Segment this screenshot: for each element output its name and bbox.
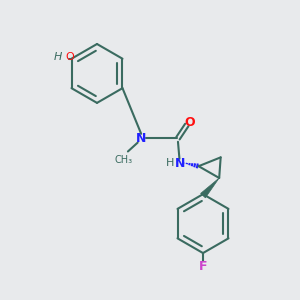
Text: N: N [175,157,185,170]
Text: O: O [66,52,74,62]
Polygon shape [201,178,219,198]
Text: H: H [166,158,174,168]
Text: F: F [199,260,207,273]
Text: CH₃: CH₃ [114,155,133,165]
Text: N: N [136,132,146,145]
Text: O: O [184,116,195,128]
Text: H: H [54,52,62,62]
